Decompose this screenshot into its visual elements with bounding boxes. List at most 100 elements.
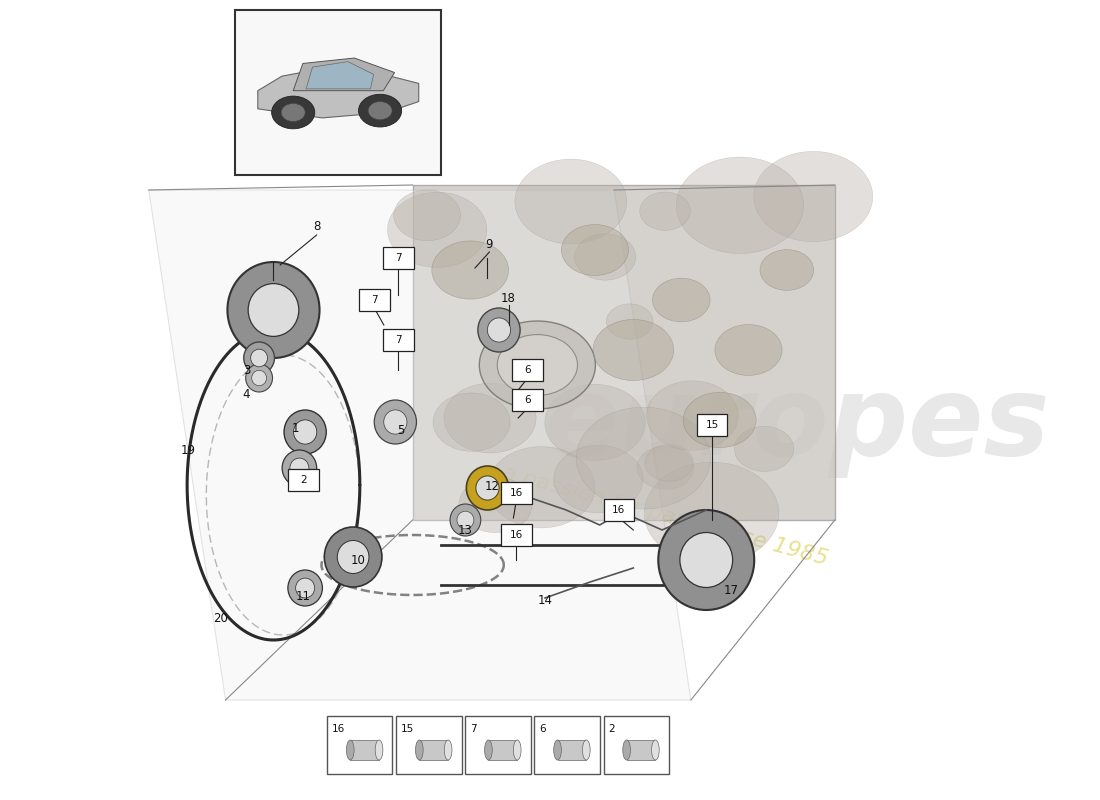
Text: 16: 16 xyxy=(509,488,522,498)
Polygon shape xyxy=(148,190,691,700)
Text: 16: 16 xyxy=(509,530,522,540)
Circle shape xyxy=(715,325,782,375)
Ellipse shape xyxy=(553,740,561,760)
Text: 15: 15 xyxy=(705,420,718,430)
Circle shape xyxy=(647,381,738,450)
Text: 18: 18 xyxy=(502,291,516,305)
FancyBboxPatch shape xyxy=(235,10,441,175)
Circle shape xyxy=(574,234,636,280)
FancyBboxPatch shape xyxy=(513,359,543,381)
Text: 17: 17 xyxy=(724,583,739,597)
FancyBboxPatch shape xyxy=(327,716,393,774)
Text: 11: 11 xyxy=(296,590,310,603)
Ellipse shape xyxy=(252,370,266,386)
Text: 2: 2 xyxy=(608,724,615,734)
Ellipse shape xyxy=(245,364,273,392)
FancyBboxPatch shape xyxy=(288,469,319,491)
Ellipse shape xyxy=(466,466,508,510)
Text: 2: 2 xyxy=(300,475,307,485)
Circle shape xyxy=(272,96,315,129)
Text: 1: 1 xyxy=(292,422,299,434)
Text: 7: 7 xyxy=(470,724,476,734)
Text: 5: 5 xyxy=(397,423,405,437)
FancyBboxPatch shape xyxy=(604,499,635,521)
FancyBboxPatch shape xyxy=(500,524,531,546)
Circle shape xyxy=(515,159,627,244)
Ellipse shape xyxy=(477,308,520,352)
Text: a passion for parts since 1985: a passion for parts since 1985 xyxy=(500,463,830,569)
Circle shape xyxy=(433,393,510,451)
Ellipse shape xyxy=(651,740,659,760)
Ellipse shape xyxy=(514,740,521,760)
Circle shape xyxy=(645,445,693,482)
Ellipse shape xyxy=(346,740,354,760)
FancyBboxPatch shape xyxy=(500,482,531,504)
Ellipse shape xyxy=(290,458,309,478)
Ellipse shape xyxy=(294,420,317,444)
Circle shape xyxy=(394,190,461,241)
FancyBboxPatch shape xyxy=(383,329,414,351)
Text: 4: 4 xyxy=(243,389,251,402)
FancyBboxPatch shape xyxy=(513,389,543,411)
Circle shape xyxy=(368,102,392,120)
Polygon shape xyxy=(294,58,395,90)
Text: 7: 7 xyxy=(395,335,402,345)
Text: 12: 12 xyxy=(485,481,499,494)
Text: 14: 14 xyxy=(538,594,552,606)
Circle shape xyxy=(754,151,872,242)
Text: 6: 6 xyxy=(539,724,546,734)
FancyBboxPatch shape xyxy=(627,740,656,760)
Ellipse shape xyxy=(416,740,424,760)
Ellipse shape xyxy=(375,740,383,760)
FancyBboxPatch shape xyxy=(558,740,586,760)
Ellipse shape xyxy=(680,533,733,587)
Circle shape xyxy=(637,446,694,490)
Ellipse shape xyxy=(249,283,299,336)
Circle shape xyxy=(497,334,578,395)
Ellipse shape xyxy=(658,510,755,610)
Text: 16: 16 xyxy=(613,505,626,515)
Text: 9: 9 xyxy=(485,238,493,251)
Ellipse shape xyxy=(623,740,630,760)
Ellipse shape xyxy=(251,349,267,366)
FancyBboxPatch shape xyxy=(535,716,600,774)
Circle shape xyxy=(480,321,595,409)
Ellipse shape xyxy=(487,318,510,342)
Circle shape xyxy=(645,462,779,564)
Text: 15: 15 xyxy=(402,724,415,734)
Ellipse shape xyxy=(456,511,474,529)
Text: 20: 20 xyxy=(213,611,228,625)
Text: 19: 19 xyxy=(180,443,196,457)
Text: 10: 10 xyxy=(351,554,365,566)
Ellipse shape xyxy=(288,570,322,606)
Ellipse shape xyxy=(282,450,317,486)
Ellipse shape xyxy=(444,740,452,760)
Ellipse shape xyxy=(485,740,493,760)
Circle shape xyxy=(640,192,691,230)
Circle shape xyxy=(676,157,803,254)
FancyBboxPatch shape xyxy=(396,716,462,774)
Ellipse shape xyxy=(374,400,417,444)
Circle shape xyxy=(544,385,646,461)
Text: 7: 7 xyxy=(371,295,377,305)
FancyBboxPatch shape xyxy=(419,740,448,760)
Text: 16: 16 xyxy=(332,724,345,734)
Ellipse shape xyxy=(583,740,590,760)
Circle shape xyxy=(487,446,595,528)
FancyBboxPatch shape xyxy=(412,185,835,520)
Ellipse shape xyxy=(384,410,407,434)
Ellipse shape xyxy=(450,504,481,536)
Circle shape xyxy=(606,304,653,339)
Text: 6: 6 xyxy=(525,365,531,375)
FancyBboxPatch shape xyxy=(383,247,414,269)
Circle shape xyxy=(387,192,487,267)
Circle shape xyxy=(553,446,643,513)
Ellipse shape xyxy=(284,410,327,454)
Circle shape xyxy=(576,407,711,509)
Ellipse shape xyxy=(296,578,315,598)
Circle shape xyxy=(593,319,673,381)
FancyBboxPatch shape xyxy=(488,740,517,760)
FancyBboxPatch shape xyxy=(359,289,389,311)
FancyBboxPatch shape xyxy=(604,716,669,774)
Circle shape xyxy=(282,103,305,122)
